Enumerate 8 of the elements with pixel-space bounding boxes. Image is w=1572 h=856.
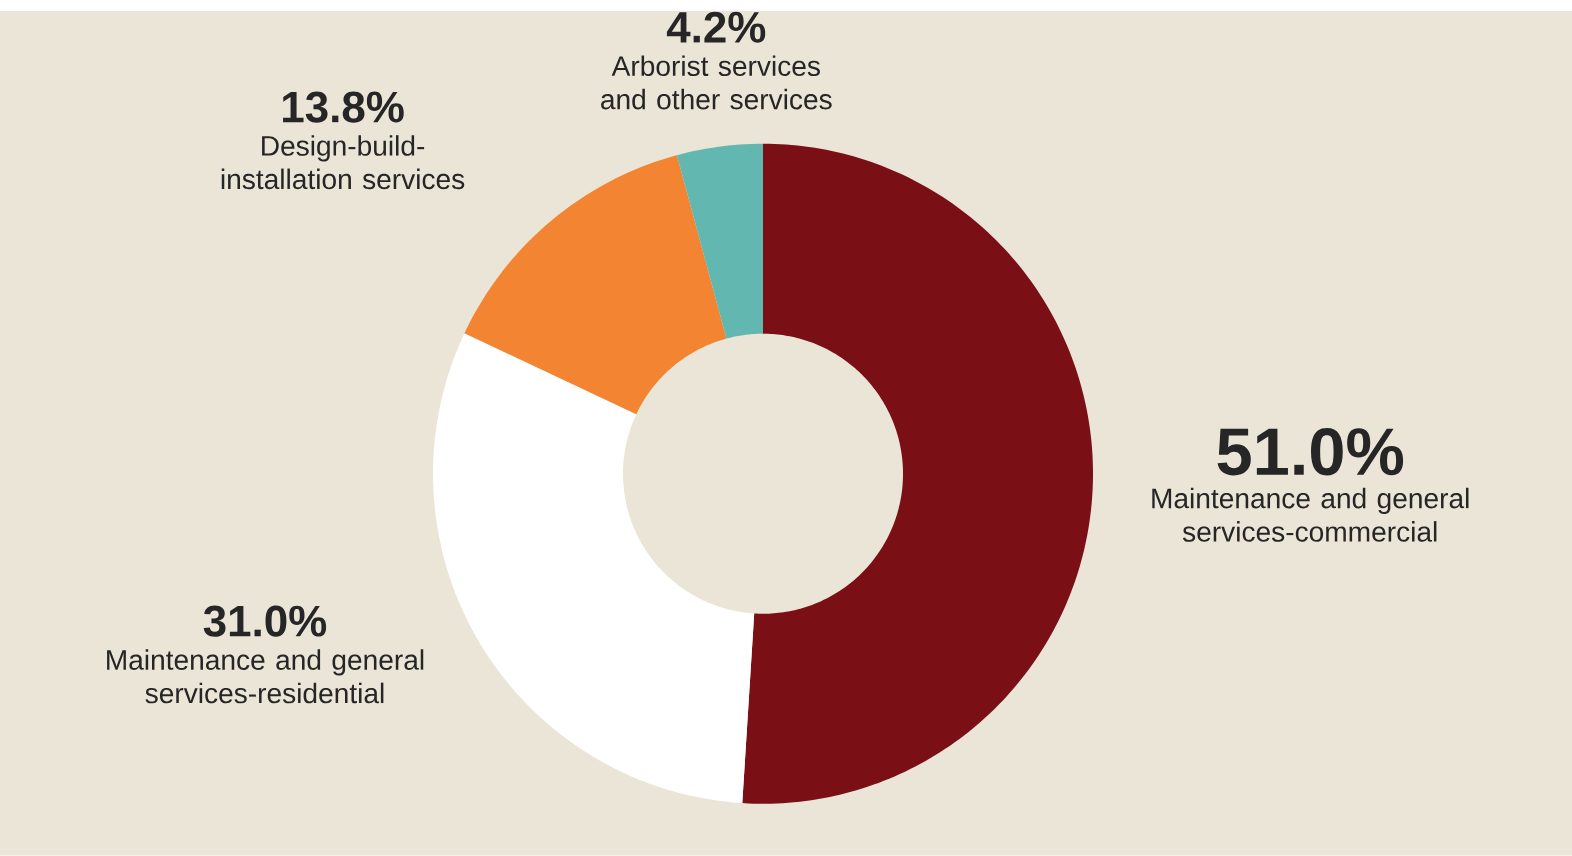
slice-label: Design-build-installation services (221, 135, 465, 190)
slice-label: Maintenance and general services-residential (107, 649, 424, 704)
slice-label: Arborist services and other services (601, 55, 832, 110)
slice-label: Maintenance and general services-commercial (1152, 487, 1469, 542)
data-label: 4.2% (666, 11, 766, 43)
data-label: 31.0% (203, 605, 327, 637)
data-label: 51.0% (1217, 428, 1404, 476)
data-label: 13.8% (283, 91, 404, 123)
